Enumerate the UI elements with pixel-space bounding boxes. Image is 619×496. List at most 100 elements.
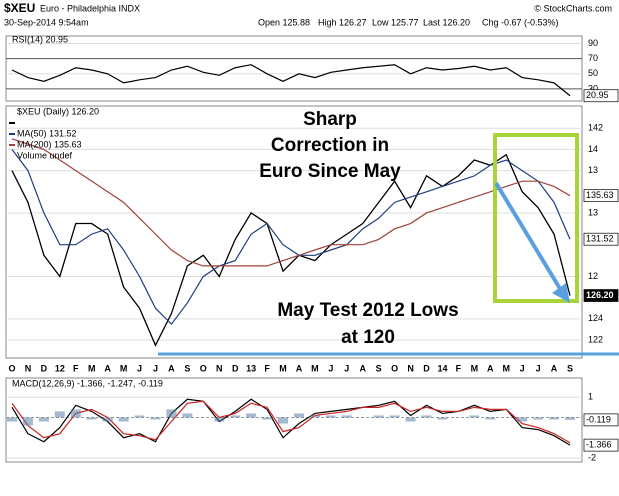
quote: Chg -0.67 (-0.53%) [482,17,559,27]
legend-label: $XEU (Daily) 126.20 [17,106,99,116]
last-value-label: 131.52 [586,234,614,244]
x-tick-label: D [423,363,430,373]
x-tick-label: A [551,363,558,373]
last-value-label: -0.119 [586,414,611,424]
annotation: May Test 2012 Lows [277,300,458,321]
x-tick-label: A [104,363,111,373]
series-line [11,400,571,444]
histogram-bar [7,417,17,422]
y-tick-label: 13 [588,165,598,175]
y-tick-label: 12 [588,271,598,281]
series-line [11,64,571,97]
series-line [11,149,571,326]
quote: Low 125.77 [372,17,419,27]
x-tick-label: N [216,363,223,373]
y-tick-label: 124 [588,313,603,323]
series-line [11,153,571,347]
x-tick-label: A [168,363,175,373]
x-tick-label: M [120,363,128,373]
x-tick-label: D [41,363,48,373]
x-tick-label: A [487,363,494,373]
last-value-label: 135.63 [586,190,614,200]
quote: High 126.27 [318,17,367,27]
x-tick-label: A [359,363,366,373]
last-value-box [583,189,619,203]
x-tick-label: M [88,363,96,373]
x-tick-label: M [311,363,319,373]
histogram-bar [437,417,448,420]
histogram-bar [214,417,225,422]
y-tick-label: 1 [588,392,593,402]
y-tick-label: -2 [588,452,596,462]
y-tick-label: 142 [588,123,603,133]
histogram-bar [86,417,97,420]
histogram-bar [166,409,177,418]
x-tick-label: M [502,363,510,373]
histogram-bar [565,417,575,420]
panel-frame [5,377,583,463]
x-tick-label: F [73,363,79,373]
histogram-bar [246,413,257,418]
y-tick-label: 50 [588,68,598,78]
arrow-head [552,283,570,303]
y-tick-label: 30 [588,83,598,93]
histogram-bar [469,415,480,418]
x-tick-label: J [520,363,525,373]
x-tick-label: O [200,363,207,373]
histogram-bar [262,417,273,420]
y-tick-label: 70 [588,53,598,63]
x-tick-label: 12 [55,363,65,373]
histogram-bar [102,417,113,422]
x-tick-label: M [471,363,479,373]
date: 30-Sep-2014 9:54am [4,17,89,27]
histogram-bar [485,417,496,420]
x-tick-label: J [344,363,349,373]
histogram-bar [118,417,129,422]
histogram-bar [182,413,193,418]
annotation: at 120 [341,327,395,348]
x-tick-label: A [296,363,303,373]
histogram-bar [421,415,432,418]
x-tick-label: S [376,363,382,373]
panel-title: MACD(12,26,9) -1.366, -1.247, -0.119 [12,378,163,388]
quote: Open 125.88 [258,17,310,27]
histogram-bar [150,417,161,420]
x-tick-label: J [137,363,142,373]
x-tick-label: O [391,363,398,373]
histogram-bar [517,417,528,422]
x-tick-label: N [407,363,414,373]
histogram-bar [373,415,384,418]
source: © StockCharts.com [534,3,612,13]
last-value-label: 126.20 [586,290,614,300]
last-value-box [583,89,619,103]
x-tick-label: 13 [246,363,256,373]
x-tick-label: J [328,363,333,373]
histogram-bar [389,415,400,418]
last-value-box [583,289,619,302]
legend-label: MA(50) 131.52 [17,128,77,138]
x-tick-label: J [153,363,158,373]
histogram-bar [341,415,352,418]
histogram-bar [325,415,336,418]
histogram-bar [54,411,65,418]
y-tick-label: 122 [588,334,603,344]
histogram-bar [533,417,544,420]
last-value-box [583,438,619,452]
x-tick-label: J [536,363,541,373]
histogram-bar [309,415,320,418]
annotation: Euro Since May [259,161,401,182]
histogram-bar [134,415,145,418]
y-tick-label: 13 [588,207,598,217]
panel-title: RSI(14) 20.95 [12,34,68,44]
x-tick-label: F [456,363,462,373]
last-value-box [583,413,619,427]
x-tick-label: D [232,363,239,373]
last-value-box [583,232,619,246]
histogram-bar [405,417,416,422]
histogram-bar [22,417,33,426]
legend-label: MA(200) 135.63 [17,139,82,149]
histogram-bar [70,409,81,418]
annotation: Sharp [303,109,357,130]
